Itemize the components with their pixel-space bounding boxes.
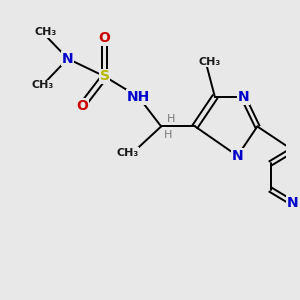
Text: N: N (287, 196, 298, 210)
Text: H: H (164, 130, 172, 140)
Text: N: N (62, 52, 74, 66)
Text: N: N (237, 90, 249, 104)
Text: CH₃: CH₃ (116, 148, 138, 158)
Text: CH₃: CH₃ (34, 27, 56, 37)
Text: S: S (100, 69, 110, 83)
Text: CH₃: CH₃ (198, 57, 220, 67)
Text: H: H (167, 114, 175, 124)
Text: NH: NH (127, 90, 150, 104)
Text: O: O (99, 31, 110, 45)
Text: O: O (76, 99, 88, 113)
Text: CH₃: CH₃ (31, 80, 53, 90)
Text: N: N (232, 149, 243, 163)
